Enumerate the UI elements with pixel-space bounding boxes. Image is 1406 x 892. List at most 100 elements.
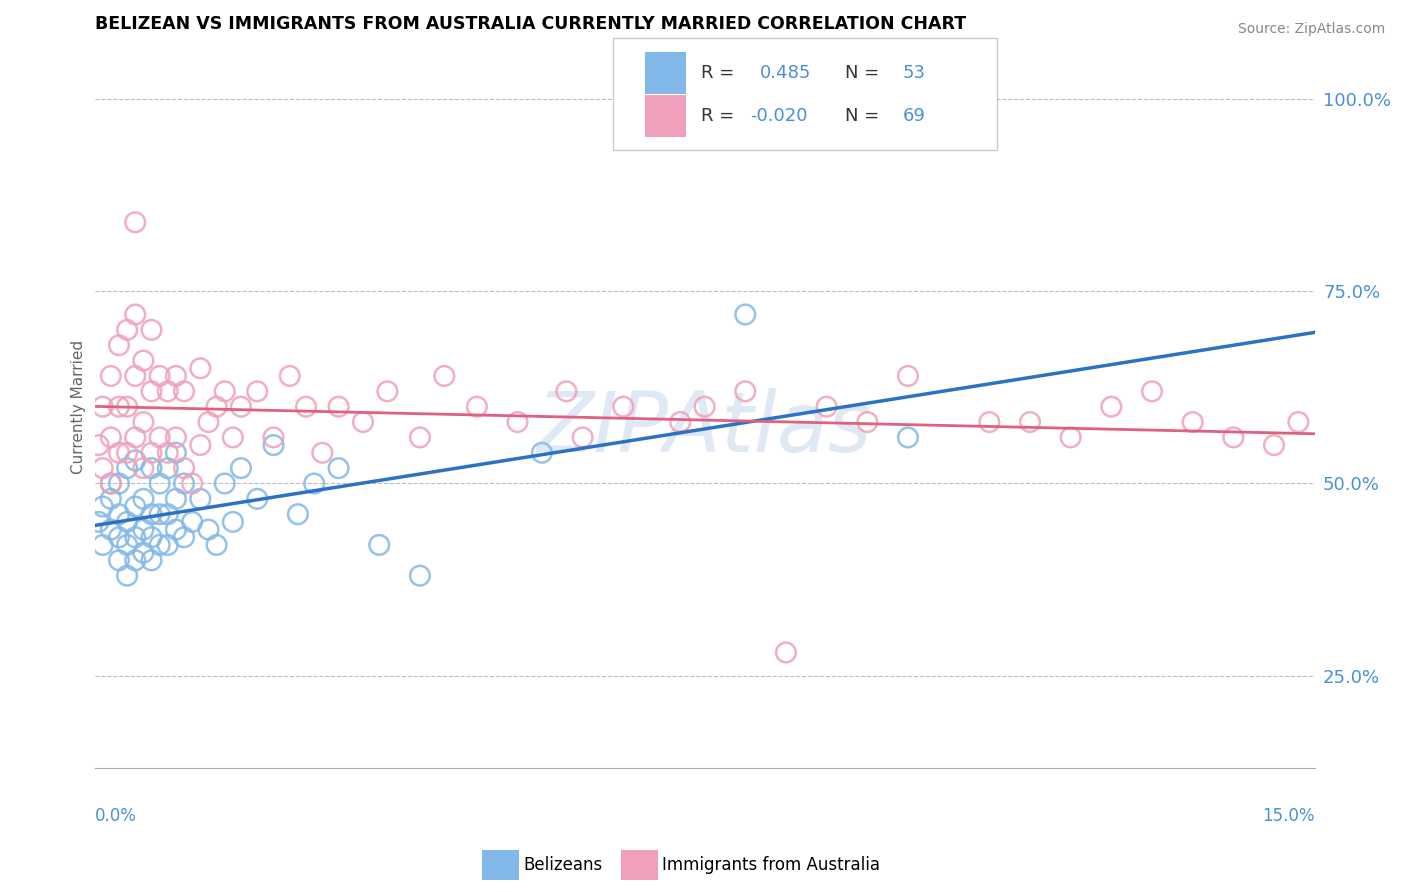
Point <box>124 453 146 467</box>
Point <box>188 438 211 452</box>
Point <box>328 400 350 414</box>
Point <box>100 368 122 383</box>
Point <box>108 530 131 544</box>
Point <box>91 500 114 514</box>
Point <box>91 461 114 475</box>
Point <box>132 546 155 560</box>
Point <box>156 538 179 552</box>
Point <box>165 368 187 383</box>
Text: 0.485: 0.485 <box>759 64 811 82</box>
Text: N =: N = <box>845 107 879 125</box>
Point <box>115 568 138 582</box>
Point <box>87 515 110 529</box>
Point <box>229 461 252 475</box>
Point <box>141 446 163 460</box>
Point <box>124 308 146 322</box>
Point <box>87 438 110 452</box>
Point <box>734 308 756 322</box>
Point <box>115 538 138 552</box>
FancyBboxPatch shape <box>613 38 997 151</box>
Point <box>132 491 155 506</box>
Point <box>100 491 122 506</box>
Point <box>181 476 204 491</box>
Point <box>115 515 138 529</box>
Text: R =: R = <box>702 107 734 125</box>
Point <box>897 368 920 383</box>
Point <box>115 446 138 460</box>
Text: 15.0%: 15.0% <box>1263 807 1315 825</box>
FancyBboxPatch shape <box>645 52 686 95</box>
Point <box>156 507 179 521</box>
Point <box>278 368 301 383</box>
Point <box>141 530 163 544</box>
Point <box>165 491 187 506</box>
Point <box>897 430 920 444</box>
Point <box>856 415 879 429</box>
Point <box>1099 400 1122 414</box>
Text: 0.0%: 0.0% <box>94 807 136 825</box>
Point <box>465 400 488 414</box>
Point <box>132 523 155 537</box>
Point <box>91 538 114 552</box>
Point <box>530 446 553 460</box>
Point <box>979 415 1001 429</box>
Point <box>197 415 219 429</box>
Text: 69: 69 <box>903 107 925 125</box>
Point <box>246 384 269 399</box>
Point <box>1059 430 1081 444</box>
Text: R =: R = <box>702 64 734 82</box>
Point <box>368 538 391 552</box>
Point <box>141 553 163 567</box>
Point <box>156 384 179 399</box>
Point <box>1019 415 1042 429</box>
Point <box>165 430 187 444</box>
Point <box>506 415 529 429</box>
Point <box>775 645 797 659</box>
FancyBboxPatch shape <box>645 95 686 137</box>
Point <box>149 507 172 521</box>
Point <box>571 430 593 444</box>
Point <box>287 507 309 521</box>
Point <box>108 507 131 521</box>
Text: BELIZEAN VS IMMIGRANTS FROM AUSTRALIA CURRENTLY MARRIED CORRELATION CHART: BELIZEAN VS IMMIGRANTS FROM AUSTRALIA CU… <box>94 15 966 33</box>
Point <box>1263 438 1285 452</box>
Point <box>555 384 578 399</box>
Point <box>181 515 204 529</box>
Point <box>165 446 187 460</box>
Point <box>734 384 756 399</box>
Point <box>188 361 211 376</box>
Point <box>173 530 195 544</box>
Point <box>132 415 155 429</box>
Point <box>124 368 146 383</box>
Point <box>214 476 236 491</box>
Point <box>693 400 716 414</box>
Point <box>115 461 138 475</box>
Y-axis label: Currently Married: Currently Married <box>72 340 86 474</box>
Point <box>149 538 172 552</box>
Point <box>815 400 838 414</box>
Point <box>108 553 131 567</box>
Point <box>214 384 236 399</box>
Point <box>124 553 146 567</box>
Point <box>311 446 333 460</box>
Point <box>229 400 252 414</box>
Text: N =: N = <box>845 64 879 82</box>
Point <box>91 400 114 414</box>
Point <box>149 476 172 491</box>
Point <box>1286 415 1309 429</box>
Point <box>156 446 179 460</box>
Point <box>222 430 245 444</box>
Point <box>100 523 122 537</box>
Point <box>132 461 155 475</box>
Point <box>295 400 318 414</box>
Point <box>141 507 163 521</box>
Point <box>141 384 163 399</box>
Point <box>433 368 456 383</box>
Point <box>197 523 219 537</box>
Point <box>124 530 146 544</box>
Point <box>108 338 131 352</box>
Point <box>165 523 187 537</box>
Point <box>1222 430 1244 444</box>
Point <box>115 323 138 337</box>
Point <box>149 430 172 444</box>
